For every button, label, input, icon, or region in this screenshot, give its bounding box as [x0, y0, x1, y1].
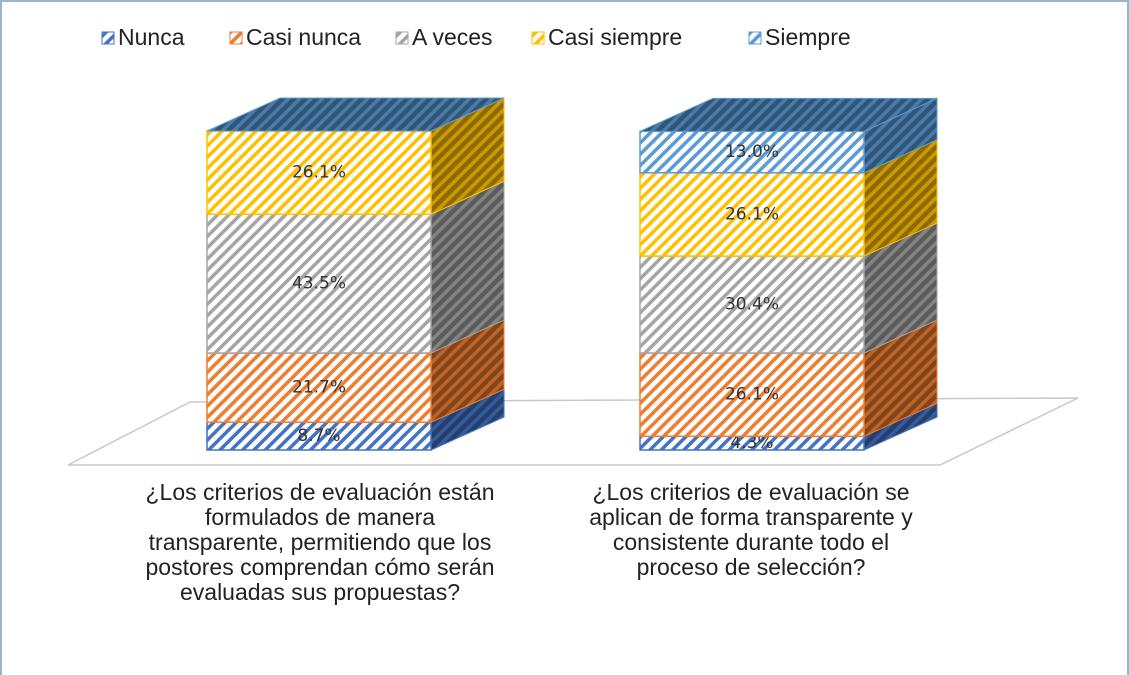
data-label: 30.4%: [725, 295, 779, 315]
legend-swatch: [395, 31, 409, 45]
legend-label: Nunca: [118, 24, 185, 50]
legend-swatch: [101, 31, 115, 45]
legend-label: Casi siempre: [548, 24, 682, 50]
legend-label: Siempre: [765, 24, 851, 50]
bar: [206, 352, 432, 423]
data-label: 26.1%: [725, 385, 779, 405]
bar: [206, 421, 432, 451]
bar: [639, 255, 865, 354]
bar-top: [206, 97, 505, 132]
bar-top: [639, 97, 938, 132]
category-label: ¿Los criterios de evaluación están formu…: [145, 479, 495, 605]
data-label: 26.1%: [292, 163, 346, 183]
data-label: 4.3%: [730, 433, 773, 453]
legend-swatch: [748, 31, 762, 45]
data-label: 13.0%: [725, 142, 779, 162]
data-label: 21.7%: [292, 378, 346, 398]
bar: [206, 213, 432, 354]
category-label: ¿Los criterios de evaluación se aplican …: [589, 479, 913, 580]
legend-swatch: [229, 31, 243, 45]
data-label: 43.5%: [292, 274, 346, 294]
bar: [206, 130, 432, 216]
bar: [639, 172, 865, 257]
data-label: 26.1%: [725, 204, 779, 224]
legend-label: Casi nunca: [246, 24, 361, 50]
legend-label: A veces: [412, 24, 493, 50]
legend-swatch: [531, 31, 545, 45]
bar: [639, 352, 865, 438]
data-label: 8.7%: [297, 426, 340, 446]
bar: [639, 130, 865, 174]
